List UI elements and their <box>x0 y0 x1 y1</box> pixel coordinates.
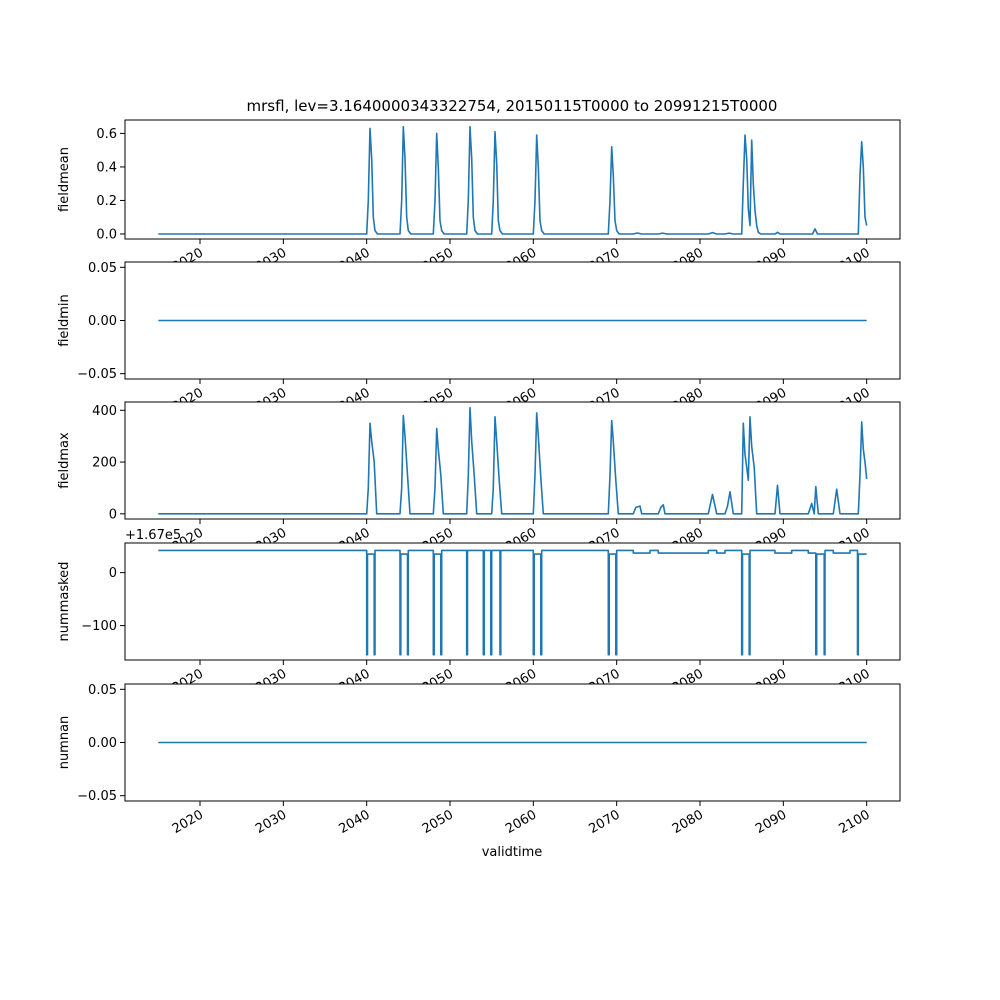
x-tick-label: 2090 <box>753 666 789 696</box>
y-tick-label: 200 <box>92 456 117 471</box>
y-tick-label: 0.05 <box>88 261 117 276</box>
x-tick-label: 2080 <box>670 385 706 415</box>
y-tick-label: 0.0 <box>96 227 117 242</box>
y-tick-label: 0.4 <box>96 160 117 175</box>
y-tick-label: 0.6 <box>96 127 117 142</box>
x-tick-label: 2030 <box>253 666 289 696</box>
x-tick-label: 2050 <box>420 807 456 837</box>
x-tick-label: 2090 <box>753 245 789 275</box>
x-tick-label: 2100 <box>837 807 873 837</box>
y-tick-label: 0.00 <box>88 736 117 751</box>
x-tick-label: 2020 <box>170 245 206 275</box>
y-tick-label: −100 <box>81 619 117 634</box>
x-tick-label: 2070 <box>587 245 623 275</box>
y-tick-label: −0.05 <box>77 367 117 382</box>
x-tick-label: 2080 <box>670 666 706 696</box>
axes-frame <box>124 401 901 520</box>
x-tick-label: 2060 <box>503 245 539 275</box>
y-tick-label: 0.2 <box>96 194 117 209</box>
x-tick-label: 2020 <box>170 385 206 415</box>
x-tick-labels: 2020 2030 2040 2050 2060 2070 2080 2090 2100 <box>170 807 873 837</box>
series-line-fieldmax <box>158 406 868 515</box>
x-tick-label: 2070 <box>587 807 623 837</box>
x-tick-label: 2050 <box>420 666 456 696</box>
x-tick-label: 2040 <box>337 385 373 415</box>
x-tick-label: 2080 <box>670 807 706 837</box>
y-axis-label: numnan <box>57 716 72 770</box>
x-tick-label: 2080 <box>670 245 706 275</box>
x-axis-label: validtime <box>482 845 543 860</box>
x-tick-label: 2060 <box>503 385 539 415</box>
y-tick-label: −0.05 <box>77 789 117 804</box>
x-tick-label: 2030 <box>253 245 289 275</box>
x-tick-label: 2040 <box>337 245 373 275</box>
x-tick-label: 2100 <box>837 385 873 415</box>
x-tick-label: 2020 <box>170 666 206 696</box>
x-tick-label: 2030 <box>253 807 289 837</box>
x-tick-label: 2030 <box>253 385 289 415</box>
x-tick-labels: 2020 2030 2040 2050 2060 2070 2080 2090 2100 <box>170 385 873 415</box>
y-tick-label: 0 <box>109 507 117 522</box>
x-tick-label: 2040 <box>337 807 373 837</box>
y-axis-label: fieldmax <box>57 432 72 489</box>
x-tick-label: 2070 <box>587 666 623 696</box>
x-tick-label: 2090 <box>753 807 789 837</box>
panels: 0.0 0.2 0.4 0.6 fieldmean 2020 2030 2040 2050 206… <box>57 119 901 837</box>
y-tick-label: 0.05 <box>88 683 117 698</box>
x-tick-labels: 2020 2030 2040 2050 2060 2070 2080 2090 2100 <box>170 666 873 696</box>
x-tick-label: 2100 <box>837 666 873 696</box>
y-tick-label: 400 <box>92 404 117 419</box>
x-tick-label: 2050 <box>420 245 456 275</box>
axes-frame <box>124 542 901 661</box>
x-tick-label: 2050 <box>420 385 456 415</box>
series-line-fieldmean <box>158 125 868 235</box>
panel-nummasked: −100 0 nummasked +1.67e5 2020 2030 2040 2050 206… <box>57 528 901 696</box>
x-tick-label: 2020 <box>170 807 206 837</box>
x-tick-label: 2060 <box>503 666 539 696</box>
panel-fieldmean: 0.0 0.2 0.4 0.6 fieldmean 2020 2030 2040 2050 206… <box>57 119 901 275</box>
x-tick-label: 2090 <box>753 385 789 415</box>
y-tick-label: 0.00 <box>88 314 117 329</box>
axes-frame <box>124 119 901 240</box>
y-offset-text: +1.67e5 <box>125 528 181 543</box>
x-tick-label: 2070 <box>587 385 623 415</box>
panel-fieldmin: −0.05 0.00 0.05 fieldmin 2020 2030 2040 2050 206… <box>57 261 901 415</box>
x-tick-label: 2080 <box>670 525 706 555</box>
y-axis-label: fieldmin <box>57 294 72 347</box>
x-tick-label: 2040 <box>337 666 373 696</box>
chart-title: mrsfl, lev=3.1640000343322754, 20150115T… <box>247 97 778 115</box>
y-axis-label: fieldmean <box>57 147 72 212</box>
x-tick-labels: 2020 2030 2040 2050 2060 2070 2080 2090 2100 <box>170 245 873 275</box>
y-axis-label: nummasked <box>57 562 72 642</box>
y-tick-label: 0 <box>109 566 117 581</box>
x-tick-label: 2060 <box>503 807 539 837</box>
series-line-nummasked <box>158 549 867 656</box>
x-tick-label: 2100 <box>837 245 873 275</box>
